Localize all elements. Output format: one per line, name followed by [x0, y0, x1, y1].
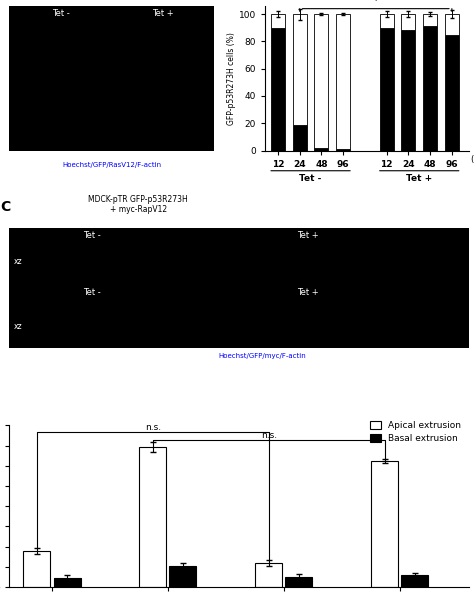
Text: Hoechst/GFP/RasV12/F-actin: Hoechst/GFP/RasV12/F-actin: [62, 162, 161, 168]
Bar: [23, 551, 50, 587]
Text: xz: xz: [14, 321, 23, 330]
Text: Tet +: Tet +: [152, 9, 173, 18]
Bar: [401, 575, 428, 587]
Text: Tet +: Tet +: [406, 174, 432, 183]
Text: Hoechst/GFP/myc/F-actin: Hoechst/GFP/myc/F-actin: [219, 353, 306, 359]
Bar: [371, 461, 398, 587]
Bar: [401, 14, 415, 30]
Text: n.s.: n.s.: [145, 423, 161, 432]
Y-axis label: GFP-p53R273H cells (%): GFP-p53R273H cells (%): [227, 32, 236, 125]
Text: Tet -: Tet -: [52, 9, 70, 18]
Legend: Apical extrusion, Basal extrusion: Apical extrusion, Basal extrusion: [366, 417, 465, 447]
Bar: [445, 34, 459, 151]
Text: C: C: [0, 200, 10, 214]
Bar: [292, 14, 307, 125]
Bar: [380, 28, 394, 151]
Bar: [401, 30, 415, 151]
Text: MDCK-pTR GFP-p53R273H
+ myc-RasV12: MDCK-pTR GFP-p53R273H + myc-RasV12: [88, 266, 188, 286]
Text: (h): (h): [470, 155, 474, 164]
Bar: [336, 149, 350, 151]
Bar: [271, 28, 285, 151]
Text: xz: xz: [14, 257, 23, 266]
Bar: [445, 14, 459, 34]
Bar: [255, 563, 282, 587]
Bar: [271, 14, 285, 28]
Bar: [423, 27, 437, 151]
Bar: [314, 14, 328, 148]
Bar: [380, 14, 394, 28]
Bar: [314, 148, 328, 151]
Bar: [292, 125, 307, 151]
Text: MDCK-pTR GFP-p53R273H
+ myc-RapV12: MDCK-pTR GFP-p53R273H + myc-RapV12: [88, 195, 188, 214]
Text: n.s.: n.s.: [261, 431, 277, 440]
Bar: [139, 447, 166, 587]
Bar: [285, 577, 312, 587]
Bar: [423, 14, 437, 27]
Text: Tet +: Tet +: [298, 288, 319, 297]
Text: Tet +: Tet +: [298, 231, 319, 240]
Bar: [54, 578, 81, 587]
Text: Tet -: Tet -: [83, 288, 101, 297]
Text: *: *: [373, 0, 379, 7]
Text: Tet -: Tet -: [300, 174, 322, 183]
Bar: [336, 14, 350, 149]
Bar: [169, 566, 197, 587]
Text: Tet -: Tet -: [83, 231, 101, 240]
